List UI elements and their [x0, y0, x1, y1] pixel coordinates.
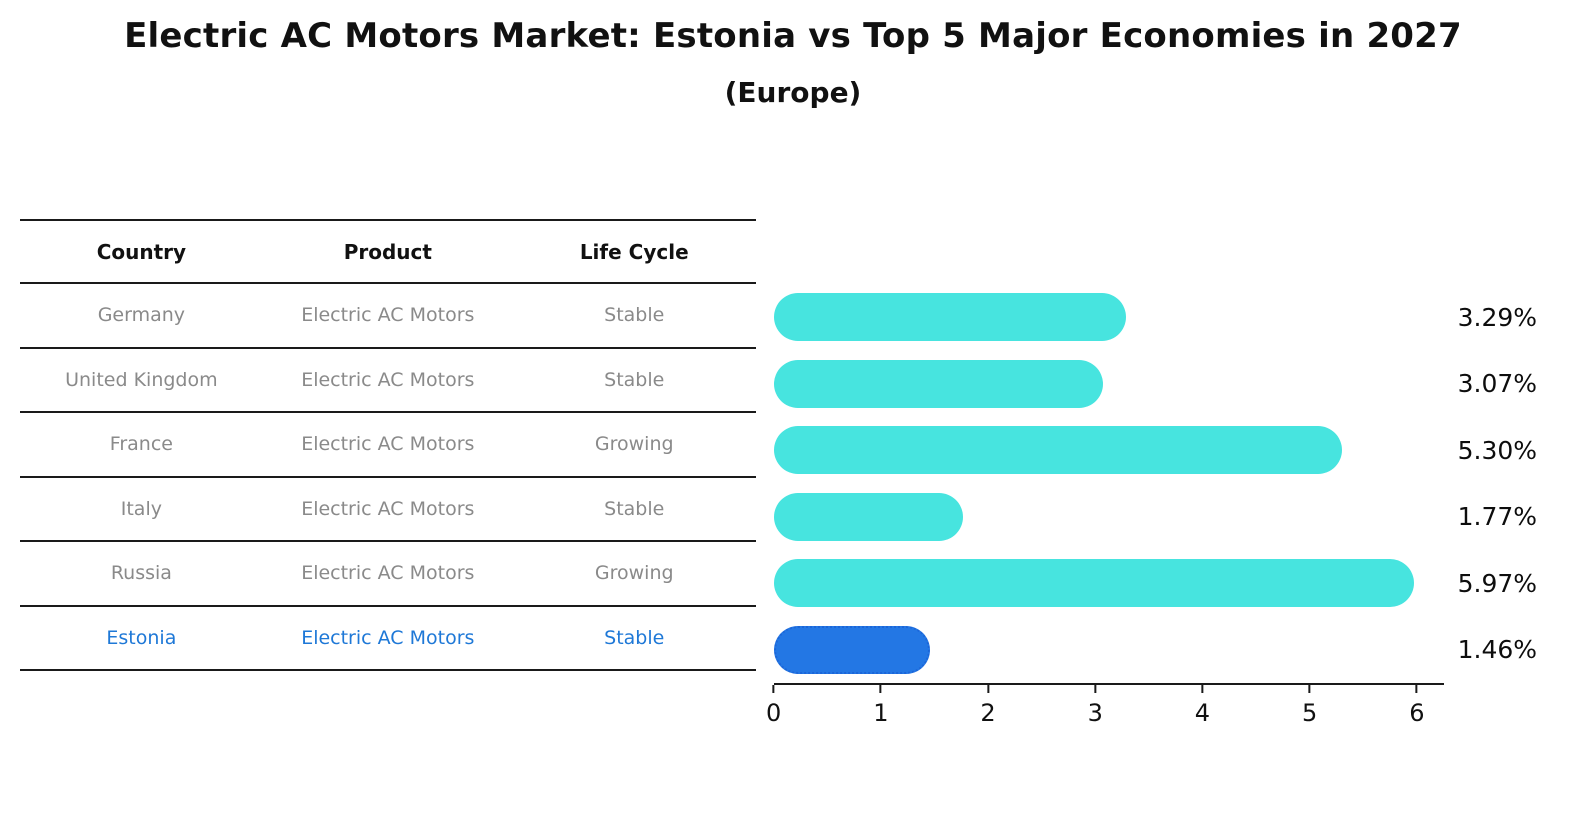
table-header-life-cycle: Life Cycle [579, 239, 689, 264]
page: Electric AC Motors Market: Estonia vs To… [0, 16, 1586, 823]
page-title: Electric AC Motors Market: Estonia vs To… [124, 16, 1462, 56]
table-header-country: Country [96, 239, 187, 264]
content-area: Country Product Life Cycle Germany Electr… [0, 219, 1586, 731]
table-cell-life-cycle: Stable [604, 497, 665, 520]
tick-label: 2 [980, 699, 996, 727]
table-cell-product: Electric AC Motors [301, 562, 475, 585]
table-row: Germany Electric AC Motors Stable [20, 284, 756, 349]
tick-mark [879, 685, 882, 693]
bar-row [773, 351, 1444, 418]
tick-label: 5 [1302, 699, 1318, 727]
bar-united-kingdom [773, 359, 1103, 408]
tick-label: 4 [1194, 699, 1211, 727]
bar-italy [773, 492, 964, 541]
table-cell-country: Russia [110, 562, 172, 585]
tick-mark [1308, 685, 1311, 693]
bar-germany [773, 293, 1127, 342]
table-cell-life-cycle: Stable [604, 626, 665, 649]
table-row: France Electric AC Motors Growing [20, 413, 756, 478]
x-axis-tick: 1 [873, 685, 888, 727]
tick-mark [772, 685, 775, 693]
table-cell-life-cycle: Stable [604, 368, 665, 391]
table-row: Russia Electric AC Motors Growing [20, 542, 756, 607]
value-label-russia: 5.97% [1457, 568, 1538, 598]
table-cell-life-cycle: Growing [594, 562, 674, 585]
table-row: Italy Electric AC Motors Stable [20, 478, 756, 542]
tick-label: 6 [1409, 699, 1425, 727]
bar-estonia [773, 625, 931, 674]
table-cell-life-cycle: Growing [594, 433, 674, 456]
bar-row [773, 484, 1444, 551]
table-row: United Kingdom Electric AC Motors Stable [20, 349, 756, 413]
table-cell-country: Germany [97, 304, 186, 327]
x-axis-tick: 0 [766, 685, 781, 727]
value-label-column: 3.29% 3.07% 5.30% 1.77% 5.97% 1.46% [1458, 219, 1586, 683]
value-label-estonia: 1.46% [1457, 635, 1538, 665]
bar-france [773, 426, 1342, 475]
value-label-united-kingdom: 3.07% [1457, 369, 1538, 399]
table-cell-country: United Kingdom [65, 368, 218, 391]
table-cell-country: France [109, 433, 173, 456]
value-label-italy: 1.77% [1457, 502, 1538, 532]
bar-row [773, 550, 1444, 617]
table-cell-country: Estonia [106, 626, 177, 649]
tick-mark [1415, 685, 1418, 693]
table-header-product: Product [343, 239, 432, 264]
table-cell-life-cycle: Stable [604, 304, 665, 327]
tick-mark [1201, 685, 1204, 693]
x-axis-tick: 6 [1409, 685, 1424, 727]
x-axis: 0 1 2 3 4 5 6 [766, 683, 1444, 731]
table-cell-product: Electric AC Motors [301, 433, 475, 456]
table-cell-country: Italy [120, 497, 162, 520]
table-header-row: Country Product Life Cycle [20, 221, 756, 284]
bar-row [773, 617, 1444, 684]
bar-row [773, 284, 1444, 351]
table-body: Germany Electric AC Motors Stable United Ki… [20, 284, 756, 671]
x-axis-tick: 4 [1195, 685, 1210, 727]
bar-row [773, 417, 1444, 484]
x-axis-tick: 2 [980, 685, 996, 727]
table-cell-product: Electric AC Motors [301, 497, 475, 520]
value-label-france: 5.30% [1457, 435, 1538, 465]
tick-label: 1 [873, 699, 889, 727]
page-subtitle: (Europe) [724, 76, 862, 109]
x-axis-tick: 3 [1088, 685, 1103, 727]
bar-russia [773, 559, 1414, 608]
country-table: Country Product Life Cycle Germany Electr… [20, 219, 756, 671]
table-row: Estonia Electric AC Motors Stable [20, 607, 756, 671]
table-cell-product: Electric AC Motors [301, 626, 475, 649]
tick-label: 3 [1087, 699, 1103, 727]
tick-mark [1094, 685, 1097, 693]
x-axis-tick: 5 [1302, 685, 1317, 727]
table-cell-product: Electric AC Motors [301, 304, 475, 327]
tick-mark [987, 685, 990, 693]
value-label-germany: 3.29% [1457, 302, 1538, 332]
bar-chart: 0 1 2 3 4 5 6 [766, 219, 1444, 731]
tick-label: 0 [766, 699, 782, 727]
chart-plot-area [773, 284, 1444, 684]
table-cell-product: Electric AC Motors [301, 368, 475, 391]
